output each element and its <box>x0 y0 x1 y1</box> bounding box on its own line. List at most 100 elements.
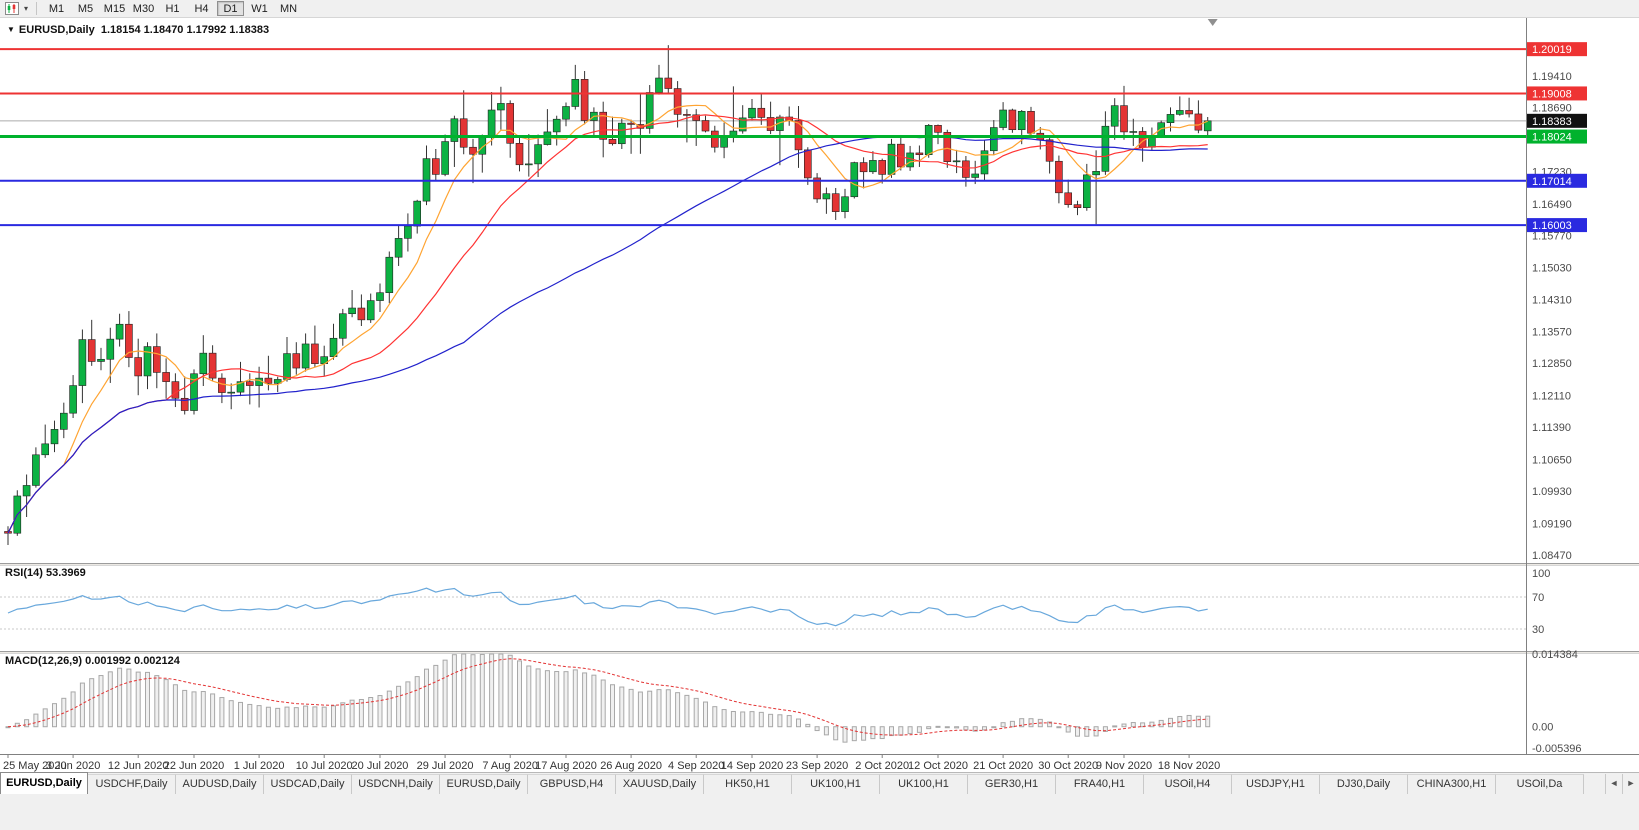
tab-scroll-right-icon[interactable]: ► <box>1622 774 1639 794</box>
chart-tab-usoil-da[interactable]: USOil,Da <box>1496 774 1584 794</box>
chart-title-ohlc: 1.18154 1.18470 1.17992 1.18383 <box>100 24 270 36</box>
chart-region[interactable]: 1.19410 1.18690 1.17230 1.16490 1.15770 1.150… <box>0 18 1639 772</box>
chart-tab-eurusd-daily[interactable]: EURUSD,Daily <box>440 774 528 794</box>
horizontal-lines <box>0 48 1526 227</box>
price-tag <box>1527 218 1587 233</box>
price-axis[interactable]: 1.194101.186901.172301.164901.157701.150… <box>1527 42 1587 755</box>
timeframe-button-mn[interactable]: MN <box>279 3 298 15</box>
svg-text:1.18024: 1.18024 <box>1532 132 1572 144</box>
panel-divider[interactable] <box>0 563 1639 566</box>
svg-text:1.19410: 1.19410 <box>1532 71 1572 83</box>
timeframe-button-m15[interactable]: M15 <box>103 3 126 15</box>
svg-text:1.10650: 1.10650 <box>1532 455 1572 467</box>
svg-text:30: 30 <box>1532 624 1544 636</box>
chart-menu-icon[interactable]: ▼ <box>7 25 15 34</box>
chart-tab-uk100-h1[interactable]: UK100,H1 <box>792 774 880 794</box>
svg-text:4 Sep 2020: 4 Sep 2020 <box>668 760 724 772</box>
chart-tab-xauusd-daily[interactable]: XAUUSD,Daily <box>616 774 704 794</box>
svg-text:1.08470: 1.08470 <box>1532 550 1572 562</box>
ma-line-50 <box>7 135 1208 534</box>
svg-text:12 Oct 2020: 12 Oct 2020 <box>908 760 968 772</box>
toolbar-separator <box>36 2 37 15</box>
rsi-label: RSI(14) 53.3969 <box>5 567 86 579</box>
timeframe-button-m1[interactable]: M1 <box>48 3 65 15</box>
chart-tab-usdcad-daily[interactable]: USDCAD,Daily <box>264 774 352 794</box>
tab-scroll-left-icon[interactable]: ◄ <box>1605 774 1622 794</box>
ma-line-7 <box>7 104 1208 534</box>
svg-text:1.13570: 1.13570 <box>1532 327 1572 339</box>
svg-text:1.19008: 1.19008 <box>1532 88 1572 100</box>
timeframe-button-w1[interactable]: W1 <box>251 3 268 15</box>
svg-text:1 Jul 2020: 1 Jul 2020 <box>234 760 285 772</box>
svg-text:12 Jun 2020: 12 Jun 2020 <box>108 760 169 772</box>
timeframe-buttons: M1 M5 M15 M30 H1 H4 D1 W1 MN <box>42 1 303 16</box>
timeframe-button-h4[interactable]: H4 <box>194 3 209 15</box>
svg-text:10 Jul 2020: 10 Jul 2020 <box>296 760 353 772</box>
price-tag <box>1527 42 1587 57</box>
chart-shift-marker-icon[interactable] <box>1207 19 1218 26</box>
svg-text:14 Sep 2020: 14 Sep 2020 <box>721 760 783 772</box>
chart-tab-ger30-h1[interactable]: GER30,H1 <box>968 774 1056 794</box>
svg-text:1.16490: 1.16490 <box>1532 199 1572 211</box>
chart-tab-hk50-h1[interactable]: HK50,H1 <box>704 774 792 794</box>
rsi-line <box>7 587 1208 627</box>
chart-title: ▼ EURUSD,Daily 1.18154 1.18470 1.17992 1.… <box>7 24 269 36</box>
svg-text:1.09190: 1.09190 <box>1532 519 1572 531</box>
svg-text:1.09930: 1.09930 <box>1532 486 1572 498</box>
price-chart: 1.194101.186901.172301.164901.157701.150… <box>0 18 1639 772</box>
svg-text:3 Jun 2020: 3 Jun 2020 <box>46 760 100 772</box>
panel-divider[interactable] <box>0 651 1639 654</box>
chart-tab-usdchf-daily[interactable]: USDCHF,Daily <box>88 774 176 794</box>
svg-text:1.11390: 1.11390 <box>1532 422 1571 434</box>
chart-tab-eurusd-daily[interactable]: EURUSD,Daily <box>0 772 88 794</box>
chart-tab-china300-h1[interactable]: CHINA300,H1 <box>1408 774 1496 794</box>
svg-text:1.12850: 1.12850 <box>1532 358 1572 370</box>
svg-text:70: 70 <box>1532 592 1544 604</box>
svg-text:100: 100 <box>1532 568 1550 580</box>
price-tag <box>1527 129 1587 144</box>
timeframe-button-d1[interactable]: D1 <box>217 1 244 16</box>
svg-text:25 May 2020: 25 May 2020 <box>3 760 67 772</box>
ma-line-18 <box>7 114 1208 534</box>
chart-tab-bar: EURUSD,Daily USDCHF,Daily AUDUSD,Daily USDC… <box>0 772 1639 794</box>
chart-tab-usdcnh-daily[interactable]: USDCNH,Daily <box>352 774 440 794</box>
svg-text:1.20019: 1.20019 <box>1532 44 1572 56</box>
chart-tab-audusd-daily[interactable]: AUDUSD,Daily <box>176 774 264 794</box>
timeframe-button-h1[interactable]: H1 <box>165 3 180 15</box>
svg-text:23 Sep 2020: 23 Sep 2020 <box>786 760 848 772</box>
svg-text:20 Jul 2020: 20 Jul 2020 <box>352 760 409 772</box>
rsi-panel <box>0 587 1526 630</box>
chart-tab-usdjpy-h1[interactable]: USDJPY,H1 <box>1232 774 1320 794</box>
timeframe-toolbar: ▾ M1 M5 M15 M30 H1 H4 D1 W1 MN <box>0 0 1639 18</box>
price-tag <box>1527 113 1587 128</box>
chart-tab-fra40-h1[interactable]: FRA40,H1 <box>1056 774 1144 794</box>
svg-text:17 Aug 2020: 17 Aug 2020 <box>535 760 597 772</box>
svg-text:0.014384: 0.014384 <box>1532 649 1578 661</box>
chart-tab-usoil-h4[interactable]: USOil,H4 <box>1144 774 1232 794</box>
chart-tab-gbpusd-h4[interactable]: GBPUSD,H4 <box>528 774 616 794</box>
chart-type-icon[interactable] <box>3 2 21 16</box>
svg-text:-0.005396: -0.005396 <box>1532 743 1582 755</box>
macd-label: MACD(12,26,9) 0.001992 0.002124 <box>5 655 180 667</box>
svg-text:1.17014: 1.17014 <box>1532 176 1572 188</box>
svg-text:1.18383: 1.18383 <box>1532 116 1572 128</box>
macd-histogram <box>5 653 1211 743</box>
svg-text:7 Aug 2020: 7 Aug 2020 <box>482 760 538 772</box>
price-tag <box>1527 173 1587 188</box>
svg-text:1.12110: 1.12110 <box>1532 391 1571 403</box>
chart-tab-uk100-h1[interactable]: UK100,H1 <box>880 774 968 794</box>
candles-layer <box>4 45 1212 546</box>
price-tag <box>1527 86 1587 101</box>
chart-title-symbol: EURUSD,Daily <box>18 24 95 36</box>
chart-tab-dj30-daily[interactable]: DJ30,Daily <box>1320 774 1408 794</box>
svg-text:1.18690: 1.18690 <box>1532 102 1572 114</box>
svg-text:22 Jun 2020: 22 Jun 2020 <box>164 760 225 772</box>
svg-text:0.00: 0.00 <box>1532 722 1553 734</box>
timeframe-button-m30[interactable]: M30 <box>132 3 155 15</box>
svg-text:1.16003: 1.16003 <box>1532 220 1572 232</box>
timeframe-button-m5[interactable]: M5 <box>77 3 94 15</box>
svg-text:1.14310: 1.14310 <box>1532 294 1572 306</box>
macd-signal-line <box>7 658 1208 736</box>
chart-type-dropdown-caret[interactable]: ▾ <box>23 4 28 13</box>
